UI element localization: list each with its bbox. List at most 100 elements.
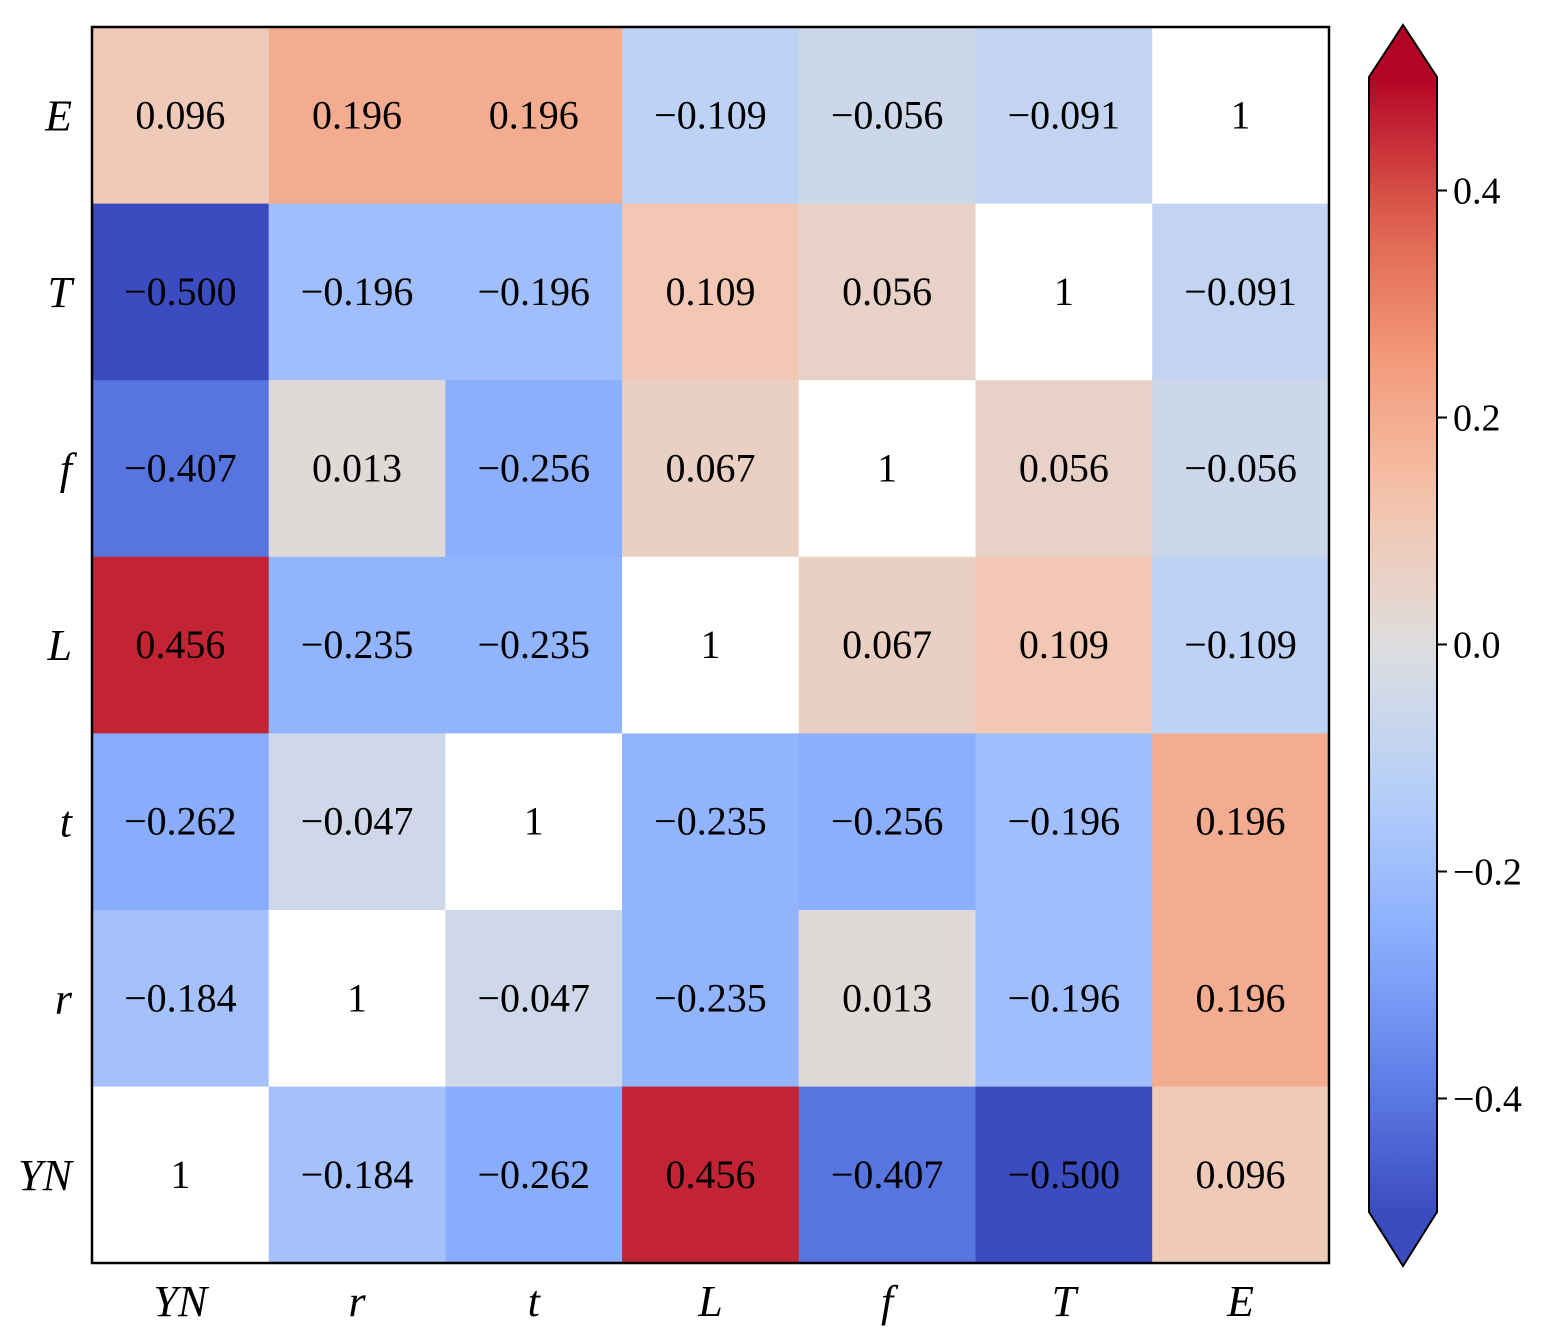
cell-value-label: 1 (1054, 269, 1074, 314)
heatmap-cell-T-r (268, 203, 446, 381)
y-axis-labels: E Tf Lt r YN (18, 91, 78, 1200)
x-tick-label-YN: YN (153, 1277, 209, 1326)
cell-value-label: −0.047 (477, 975, 590, 1020)
cell-value-label: 0.056 (1019, 446, 1109, 491)
cell-value-label: 1 (700, 622, 720, 667)
heatmap-cell-T-YN (92, 203, 270, 381)
cell-value-label: −0.196 (301, 269, 414, 314)
heatmap-cell-r-f (798, 910, 977, 1088)
x-tick-label-t: t (528, 1277, 542, 1326)
cell-value-label: −0.262 (124, 799, 237, 844)
heatmap-cell-t-T (975, 733, 1153, 911)
y-tick-label-f: f (60, 445, 78, 494)
colorbar-gradient (1369, 77, 1437, 1212)
heatmap-cell-YN-t (445, 1086, 623, 1264)
heatmap-cell-r-t (445, 910, 623, 1088)
heatmap-cell-YN-T (975, 1086, 1153, 1264)
heatmap-cell-YN-E (1152, 1086, 1330, 1264)
cell-value-label: 0.456 (665, 1152, 755, 1197)
colorbar-tick-label: −0.4 (1453, 1079, 1522, 1121)
cell-value-label: 1 (877, 446, 897, 491)
cell-value-label: −0.091 (1184, 269, 1297, 314)
cell-value-label: −0.407 (124, 446, 237, 491)
cell-value-label: 1 (1231, 92, 1251, 137)
heatmap-cell-labels: 0.096 0.196 0.196 −0.109 −0.056 −0.091 1 −0.500… (124, 92, 1297, 1197)
heatmap-cell-t-f (798, 733, 977, 911)
x-tick-label-f: f (881, 1277, 899, 1326)
cell-value-label: −0.091 (1008, 92, 1121, 137)
cell-value-label: −0.407 (831, 1152, 944, 1197)
cell-value-label: 0.109 (665, 269, 755, 314)
heatmap-cell-f-t (445, 380, 623, 558)
colorbar: 0.4 0.2 0.0 −0.2 −0.4 (1368, 23, 1522, 1268)
cell-value-label: −0.235 (654, 975, 767, 1020)
heatmap-cell-t-t (445, 733, 623, 911)
cell-value-label: −0.235 (477, 622, 590, 667)
x-tick-label-r: r (348, 1277, 366, 1326)
heatmap-cell-E-YN (92, 27, 270, 205)
heatmap-cell-T-f (798, 203, 977, 381)
heatmap-cell-f-f (798, 380, 977, 558)
heatmap-cell-L-E (1152, 556, 1330, 734)
cell-value-label: 0.096 (135, 92, 225, 137)
colorbar-tick-label: −0.2 (1453, 852, 1522, 894)
x-tick-label-T: T (1052, 1277, 1080, 1326)
cell-value-label: 0.067 (842, 622, 932, 667)
heatmap-cell-t-r (268, 733, 446, 911)
cell-value-label: −0.500 (124, 269, 237, 314)
cell-value-label: −0.109 (1184, 622, 1297, 667)
cell-value-label: 0.196 (1196, 799, 1286, 844)
heatmap-cell-r-T (975, 910, 1153, 1088)
heatmap-cell-f-YN (92, 380, 270, 558)
cell-value-label: 0.109 (1019, 622, 1109, 667)
heatmap-cell-T-L (622, 203, 800, 381)
heatmap-cell-t-E (1152, 733, 1330, 911)
colorbar-extend-max (1369, 25, 1437, 77)
cell-value-label: −0.056 (831, 92, 944, 137)
heatmap-cell-L-YN (92, 556, 270, 734)
y-tick-label-L: L (47, 621, 72, 670)
heatmap-cell-E-r (268, 27, 446, 205)
heatmap-cells (92, 27, 1330, 1264)
y-tick-label-E: E (44, 91, 72, 140)
plot-frame (90, 25, 1331, 1265)
y-tick-label-r: r (55, 974, 73, 1023)
heatmap-cell-t-YN (92, 733, 270, 911)
cell-value-label: −0.500 (1008, 1152, 1121, 1197)
cell-value-label: −0.196 (1008, 975, 1121, 1020)
heatmap-cell-T-t (445, 203, 623, 381)
heatmap-cell-T-T (975, 203, 1153, 381)
colorbar-tick-label: 0.4 (1453, 171, 1501, 213)
x-tick-label-L: L (697, 1277, 722, 1326)
heatmap-cell-f-E (1152, 380, 1330, 558)
y-tick-label-t: t (60, 798, 74, 847)
colorbar-extend-min (1369, 1212, 1437, 1266)
cell-value-label: −0.256 (831, 799, 944, 844)
heatmap-cell-L-T (975, 556, 1153, 734)
heatmap-cell-r-r (268, 910, 446, 1088)
cell-value-label: −0.196 (1008, 799, 1121, 844)
cell-value-label: −0.056 (1184, 446, 1297, 491)
colorbar-tick-label: 0.0 (1453, 625, 1501, 667)
heatmap-cell-L-L (622, 556, 800, 734)
cell-value-label: −0.235 (301, 622, 414, 667)
cell-value-label: −0.196 (477, 269, 590, 314)
heatmap-cell-t-L (622, 733, 800, 911)
cell-value-label: 1 (524, 799, 544, 844)
cell-value-label: 1 (170, 1152, 190, 1197)
y-tick-label-YN: YN (18, 1151, 74, 1200)
cell-value-label: 0.196 (1196, 975, 1286, 1020)
x-tick-label-E: E (1226, 1277, 1254, 1326)
heatmap-cell-L-f (798, 556, 977, 734)
cell-value-label: −0.184 (301, 1152, 414, 1197)
cell-value-label: 0.067 (665, 446, 755, 491)
cell-value-label: −0.262 (477, 1152, 590, 1197)
cell-value-label: −0.047 (301, 799, 414, 844)
colorbar-tick-label: 0.2 (1453, 398, 1501, 440)
heatmap-cell-f-L (622, 380, 800, 558)
heatmap-cell-L-r (268, 556, 446, 734)
heatmap-cell-E-E (1152, 27, 1330, 205)
y-tick-label-T: T (48, 268, 76, 317)
